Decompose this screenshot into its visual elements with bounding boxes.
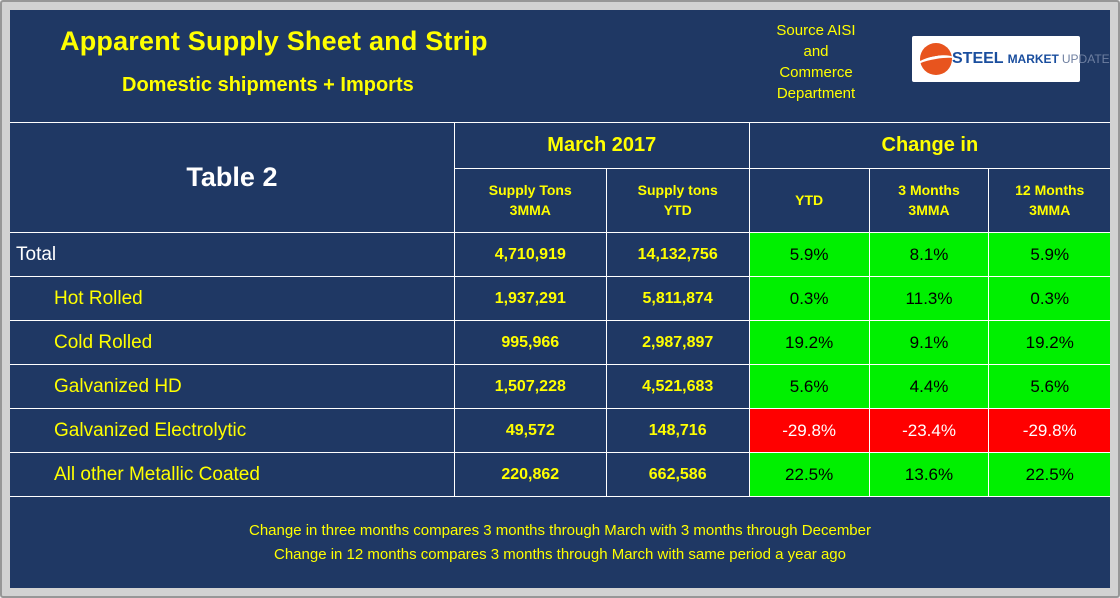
change-12mo-value: 19.2% [988,320,1110,365]
supply-ytd-value: 14,132,756 [605,232,750,277]
title-block: Apparent Supply Sheet and Strip Domestic… [10,10,746,122]
table-row: Hot Rolled 1,937,291 5,811,874 0.3% 11.3% 0.3… [10,276,1110,321]
logo-text-market: MARKET [1007,52,1059,66]
row-label: Galvanized HD [10,364,455,409]
change-ytd-value: 19.2% [748,320,870,365]
table-row: Galvanized Electrolytic 49,572 148,716 -29.… [10,408,1110,453]
table-row: Galvanized HD 1,507,228 4,521,683 5.6% 4.4% 5… [10,364,1110,409]
supply-ytd-value: 662,586 [605,452,750,497]
change-ytd-value: -29.8% [748,408,870,453]
change-3mo-value: 9.1% [868,320,990,365]
change-12mo-value: 5.6% [988,364,1110,409]
smu-logo: STEEL MARKET UPDATE [912,36,1110,82]
supply-ytd-value: 148,716 [605,408,750,453]
change-3mo-value: -23.4% [868,408,990,453]
logo-text-steel: STEEL [952,50,1004,67]
change-ytd-value: 22.5% [748,452,870,497]
change-3mo-value: 13.6% [868,452,990,497]
logo-swoosh-icon [920,43,952,75]
slide: Apparent Supply Sheet and Strip Domestic… [10,10,1110,588]
change-12mo-value: 0.3% [988,276,1110,321]
footer-note-2: Change in 12 months compares 3 months th… [274,546,846,563]
supply-ytd-value: 2,987,897 [605,320,750,365]
table-body: Total 4,710,919 14,132,756 5.9% 8.1% 5.9% Hot … [10,232,1110,497]
change-12mo-value: 5.9% [988,232,1110,277]
change-3mo-value: 8.1% [868,232,990,277]
supply-3mma-value: 4,710,919 [453,232,607,277]
row-label: All other Metallic Coated [10,452,455,497]
supply-ytd-value: 5,811,874 [605,276,750,321]
supply-ytd-value: 4,521,683 [605,364,750,409]
col-header-supply-tons-3mma: Supply Tons 3MMA [454,168,607,233]
supply-table: Table 2 March 2017 Change in Supply Tons… [10,122,1110,497]
supply-3mma-value: 1,937,291 [453,276,607,321]
supply-3mma-value: 220,862 [453,452,607,497]
logo-text-update: UPDATE [1061,52,1110,66]
col-header-change-12-months: 12 Months 3MMA [988,168,1110,233]
source-note: Source AISI and Commerce Department [776,22,856,102]
supply-3mma-value: 995,966 [453,320,607,365]
row-label: Total [10,232,455,277]
row-label: Cold Rolled [10,320,455,365]
supply-3mma-value: 1,507,228 [453,364,607,409]
change-ytd-value: 5.6% [748,364,870,409]
header: Apparent Supply Sheet and Strip Domestic… [10,10,1110,122]
footer-note-1: Change in three months compares 3 months… [249,522,871,539]
change-3mo-value: 4.4% [868,364,990,409]
change-ytd-value: 5.9% [748,232,870,277]
group-header-march-2017: March 2017 [453,122,750,169]
row-label: Hot Rolled [10,276,455,321]
change-3mo-value: 11.3% [868,276,990,321]
supply-3mma-value: 49,572 [453,408,607,453]
table-row: All other Metallic Coated 220,862 662,586 2… [10,452,1110,497]
column-header-row: Supply Tons 3MMA Supply tons YTD YTD 3 M… [10,168,1110,233]
row-label: Galvanized Electrolytic [10,408,455,453]
change-12mo-value: 22.5% [988,452,1110,497]
change-12mo-value: -29.8% [988,408,1110,453]
change-ytd-value: 0.3% [748,276,870,321]
page-title: Apparent Supply Sheet and Strip [60,26,488,56]
table-row: Total 4,710,919 14,132,756 5.9% 8.1% 5.9% [10,232,1110,277]
table-row: Cold Rolled 995,966 2,987,897 19.2% 9.1% 19.2… [10,320,1110,365]
group-header-change-in: Change in [748,122,1110,169]
group-header-row: Table 2 March 2017 Change in [10,122,1110,233]
page-subtitle: Domestic shipments + Imports [122,74,414,96]
footer-notes: Change in three months compares 3 months… [10,497,1110,588]
col-header-change-3-months: 3 Months 3MMA [868,168,990,233]
col-header-supply-tons-ytd: Supply tons YTD [605,168,750,233]
table-label: Table 2 [10,122,455,233]
col-header-change-ytd: YTD [748,168,870,233]
